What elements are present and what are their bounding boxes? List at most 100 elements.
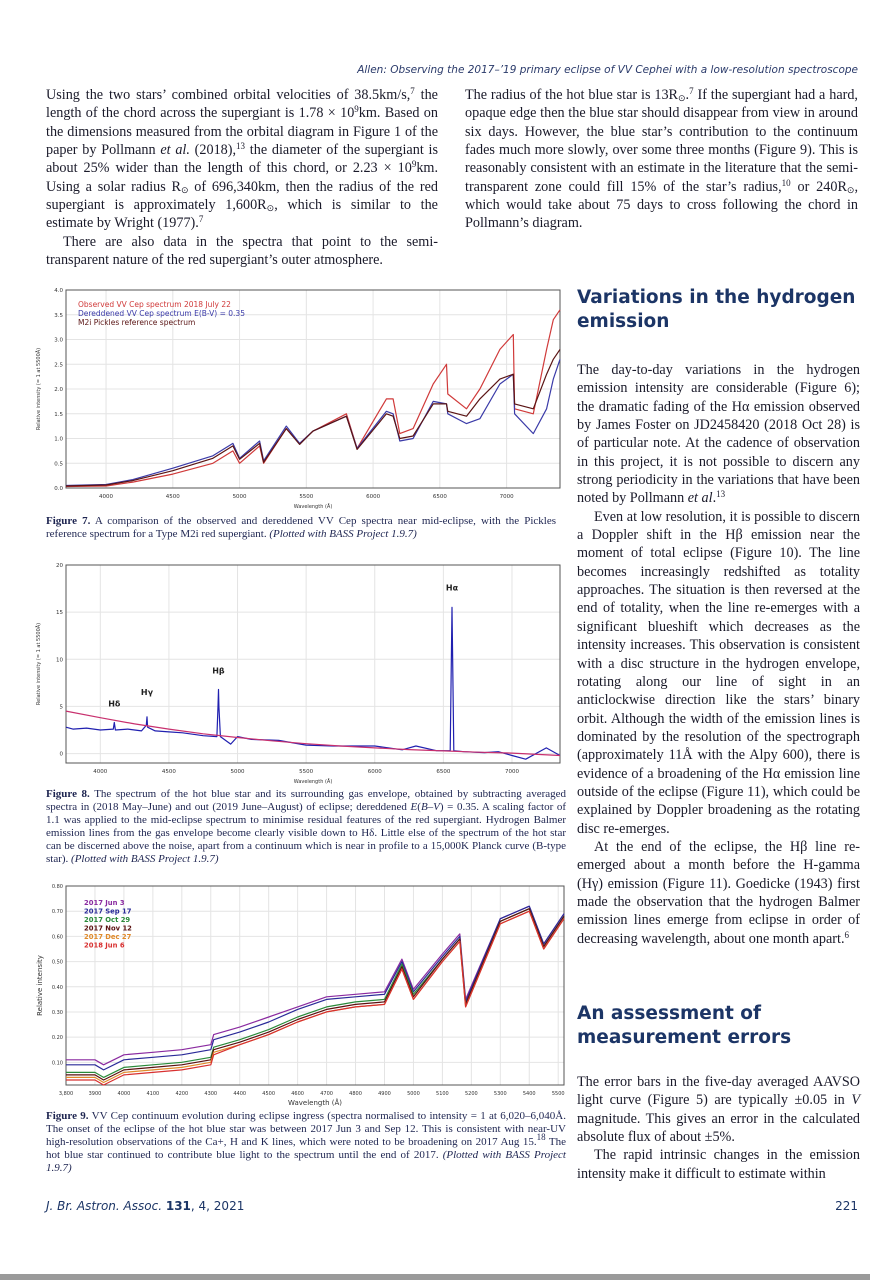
paragraph: The day-to-day variations in the hydroge… [577,361,860,508]
x-tick-label: 4500 [166,494,180,500]
x-tick-label: 5000 [233,494,247,500]
text-run: 13 [716,489,726,500]
paragraph: The radius of the hot blue star is 13R⊙.… [465,86,858,233]
text-run: Even at low resolution, it is possible t… [577,508,860,837]
line-annotation: Hβ [212,666,225,675]
text-run: Figure 7. [46,515,91,527]
y-tick-label: 2.0 [54,387,63,393]
text-run: 9 [354,104,359,115]
x-tick-label: 6000 [366,494,380,500]
text-run: The hot blue star continued to contribut… [46,1136,567,1162]
paragraph: At the end of the eclipse, the Hβ line r… [577,838,860,948]
legend-entry: 2017 Sep 17 [84,908,132,916]
text-run: Figure 9. [46,1110,89,1122]
text-run: . [685,87,690,103]
running-header: Allen: Observing the 2017–’19 primary ec… [357,64,858,76]
x-tick-label: 5500 [299,769,313,775]
x-tick-label: 3,800 [59,1091,73,1097]
text-run: ⊙ [266,203,275,214]
text-run: If the supergiant had a hard, opaque edg… [465,87,858,195]
legend-entry: 2017 Nov 12 [84,925,132,933]
text-run: The rapid intrinsic changes in the emiss… [577,1147,860,1182]
text-run: or 240R [790,178,847,195]
y-tick-label: 2.5 [54,362,63,368]
x-tick-label: 4100 [146,1091,159,1097]
text-run: ⊙ [678,93,686,103]
text-run: ( [417,801,421,814]
x-axis-label: Wavelength (Å) [288,1098,342,1107]
legend-entry: M2i Pickles reference spectrum [78,318,195,327]
text-run: , which is similar to the estimate by Wr… [46,197,438,232]
x-tick-label: 6500 [436,769,450,775]
plot-area [65,885,565,1086]
x-tick-label: 4500 [162,769,176,775]
x-tick-label: 5000 [407,1091,420,1097]
x-tick-label: 4400 [233,1091,246,1097]
text-run: 18 [536,1132,546,1143]
series-line-1 [65,710,561,757]
y-tick-label: 5 [60,704,64,710]
paragraph: The error bars in the five-day averaged … [577,1073,860,1146]
paragraph: The rapid intrinsic changes in the emiss… [577,1146,860,1183]
page-number: 221 [835,1199,858,1213]
text-run: 7 [410,86,415,96]
x-tick-label: 4000 [93,769,107,775]
issue-year: , 4, 2021 [190,1199,245,1213]
text-run: There are also data in the spectra that … [46,233,438,269]
text-run: Using the two stars’ combined orbital ve… [46,87,411,103]
y-tick-label: 0.5 [54,461,63,467]
text-run: B–V [420,801,440,814]
figure-7-caption: Figure 7. A comparison of the observed a… [46,515,556,541]
text-run: (2018), [189,142,237,159]
text-run: ⊙ [180,184,189,195]
plot-area [65,564,561,764]
text-run: km. Using a solar radius R [46,160,438,195]
series-line-0 [66,905,565,1066]
y-axis-label: Relative intensity (= 1 at 5500Å) [35,623,42,705]
figure-7-chart: 4000 4500 5000 5500 6000 6500 7000 0.0 0.5 1.0 1.5… [35,288,561,510]
x-tick-label: 7000 [505,769,519,775]
legend-entry: 2017 Oct 29 [84,916,130,924]
journal-name: J. Br. Astron. Assoc. [46,1199,163,1213]
y-tick-label: 0.20 [52,1035,63,1041]
y-axis-label: Relative intensity (= 1 at 5500Å) [35,348,42,430]
y-tick-label: 3.5 [54,313,63,319]
section-hydrogen-emission-body: The day-to-day variations in the hydroge… [577,361,860,948]
figure-9-chart: 3,800 3900 4000 4100 4200 4300 4400 4500 4600 470… [36,884,565,1107]
y-tick-label: 4.0 [54,288,63,294]
text-run: 7 [198,214,204,225]
x-tick-label: 5500 [552,1091,565,1097]
text-run: (Plotted with BASS Project 1.9.7) [269,528,417,541]
x-tick-label: 4500 [262,1091,275,1097]
text-run: At the end of the eclipse, the Hβ line r… [577,838,860,947]
text-run: ) = 0.35. A scaling factor of 1.1 was ap… [46,801,567,866]
text-run: (Plotted with BASS Project 1.9.7) [46,1149,566,1175]
text-run: et al. [160,142,190,159]
left-top-text: Using the two stars’ combined orbital ve… [46,86,438,269]
x-tick-label: 4900 [378,1091,391,1097]
paragraph: Using the two stars’ combined orbital ve… [46,86,438,233]
y-tick-label: 15 [56,610,63,616]
text-run: the length of the chord across the super… [46,87,438,122]
x-tick-label: 5100 [436,1091,449,1097]
x-tick-label: 6500 [433,494,447,500]
section-heading-hydrogen-emission: Variations in the hydrogen emission [577,287,856,332]
legend-entry: Observed VV Cep spectrum 2018 July 22 [78,300,231,309]
y-tick-label: 20 [56,563,63,569]
legend-entry: 2018 Jun 6 [84,942,125,950]
series-line-0 [65,309,561,488]
x-tick-label: 5500 [299,494,313,500]
figure-9-caption: Figure 9. VV Cep continuum evolution dur… [46,1110,566,1175]
y-axis-label: Relative intensity [36,955,44,1016]
x-tick-label: 5300 [494,1091,507,1097]
text-run: The radius of the hot blue star is 13R [465,87,678,103]
text-run: 7 [689,86,694,96]
y-tick-label: 0.30 [52,1010,63,1016]
text-run: the diameter of the supergiant is about … [46,142,438,177]
text-run: The error bars in the five-day averaged … [577,1074,860,1109]
right-top-text: The radius of the hot blue star is 13R⊙.… [465,86,858,233]
x-tick-label: 4000 [99,494,113,500]
x-tick-label: 5400 [523,1091,536,1097]
paragraph: There are also data in the spectra that … [46,233,438,270]
y-tick-label: 10 [56,657,63,663]
